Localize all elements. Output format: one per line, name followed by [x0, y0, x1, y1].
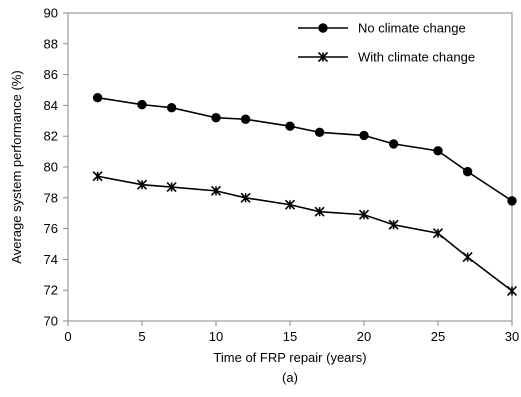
data-point	[388, 219, 399, 230]
legend-marker-shape	[317, 51, 329, 63]
data-point	[359, 130, 369, 141]
x-tick-label: 20	[357, 329, 371, 344]
x-tick-label: 5	[138, 329, 145, 344]
x-axis-title: Time of FRP repair (years)	[213, 350, 366, 365]
x-axis: 0 5 10 15 20 25 30	[64, 321, 519, 344]
data-point	[166, 181, 177, 193]
y-tick-label: 78	[44, 190, 58, 205]
data-point-shape	[506, 285, 518, 297]
y-tick-label: 70	[44, 314, 58, 329]
y-tick-label: 82	[44, 129, 58, 144]
series-2	[92, 171, 518, 297]
data-point	[432, 228, 444, 239]
data-point	[284, 199, 296, 210]
data-point	[507, 196, 517, 206]
data-point	[358, 209, 370, 220]
series-1	[92, 93, 517, 206]
y-tick-label: 84	[44, 98, 58, 113]
legend-marker	[318, 23, 328, 33]
data-point-shape	[284, 199, 296, 210]
x-tick-label: 0	[64, 329, 71, 344]
y-tick-label: 76	[44, 221, 58, 236]
y-tick-label: 86	[44, 67, 58, 82]
series-line	[97, 96, 513, 202]
data-point-shape	[240, 192, 251, 203]
data-point-shape	[166, 181, 177, 193]
data-point	[462, 252, 473, 263]
data-point	[314, 206, 325, 217]
data-point-shape	[432, 228, 444, 239]
data-point	[137, 99, 147, 110]
legend-item: No climate change	[298, 21, 466, 36]
data-point	[388, 139, 399, 149]
x-tick-label: 10	[209, 329, 223, 344]
y-tick-label: 74	[44, 252, 58, 267]
data-point	[92, 93, 103, 103]
data-point	[240, 192, 251, 203]
y-tick-label: 72	[44, 283, 58, 298]
data-point-shape	[314, 206, 325, 217]
data-point	[240, 114, 251, 124]
x-tick-label: 30	[505, 329, 519, 344]
data-point-shape	[210, 185, 222, 196]
data-point-shape	[136, 179, 148, 190]
legend-label: No climate change	[358, 21, 466, 36]
legend-item: With climate change	[298, 50, 475, 65]
legend: No climate change With climate change	[298, 21, 475, 65]
x-tick-label: 15	[283, 329, 297, 344]
series-line	[97, 175, 513, 292]
series-layer	[92, 93, 518, 297]
y-axis: 70 72 74 76 78 80 82 84 86 88 90	[44, 6, 68, 329]
chart-caption: (a)	[282, 370, 298, 385]
data-point	[92, 171, 103, 182]
y-tick-label: 88	[44, 36, 58, 51]
data-point-shape	[358, 209, 370, 220]
legend-marker	[317, 51, 329, 63]
legend-label: With climate change	[358, 50, 475, 65]
data-point	[433, 146, 443, 156]
data-point	[314, 127, 325, 138]
data-point-shape	[462, 252, 473, 263]
y-axis-title: Average system performance (%)	[9, 70, 24, 263]
data-point	[462, 166, 473, 177]
data-point	[211, 113, 221, 123]
data-point	[506, 285, 518, 297]
data-point	[285, 121, 295, 131]
data-point-shape	[92, 171, 103, 182]
data-point	[166, 103, 177, 113]
y-tick-label: 90	[44, 6, 58, 21]
data-point-shape	[388, 219, 399, 230]
data-point	[136, 179, 148, 190]
data-point	[210, 185, 222, 196]
y-tick-label: 80	[44, 160, 58, 175]
x-tick-label: 25	[431, 329, 445, 344]
